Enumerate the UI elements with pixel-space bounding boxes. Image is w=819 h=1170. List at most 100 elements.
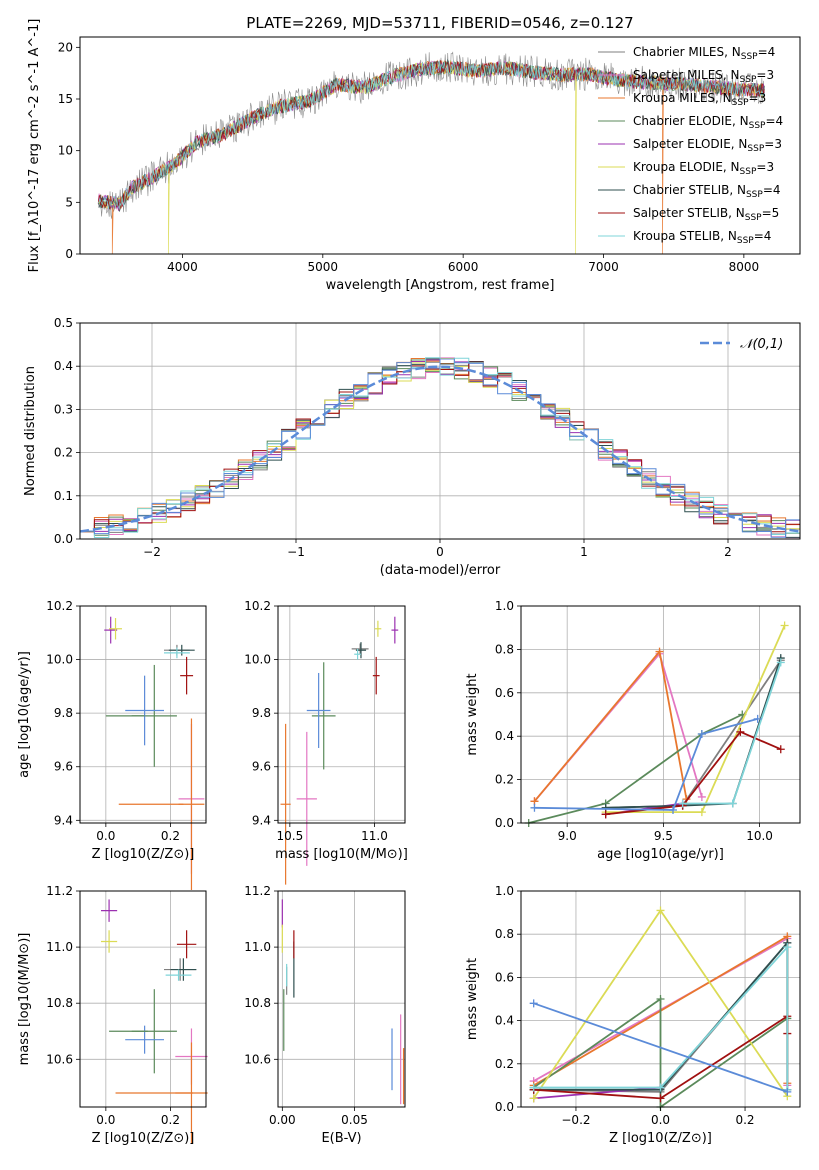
x-tick-label: 4000 <box>167 260 198 274</box>
axes-frame <box>277 890 406 1108</box>
x-axis-label: Z [log10(Z/Z⊙)] <box>92 847 195 862</box>
y-tick-label: 1.0 <box>495 599 514 613</box>
axes-mass-ebv: 0.00 0.05 10.6 10.8 11.0 11.2 E(B-V) <box>244 884 406 1146</box>
plot-area-mass-ebv <box>281 899 405 1105</box>
legend-count: =3 <box>749 91 767 105</box>
plot-area-residuals <box>79 357 801 539</box>
x-tick-label: 7000 <box>588 260 619 274</box>
y-tick-label: 9.4 <box>54 813 73 827</box>
x-tick-label: 0.0 <box>96 1113 115 1127</box>
x-axis-label: Z [log10(Z/Z⊙)] <box>92 1131 195 1146</box>
legend-count: =4 <box>765 114 783 128</box>
x-tick-label: 0.00 <box>269 1113 296 1127</box>
x-tick-label: 0.2 <box>161 829 180 843</box>
axes-frame <box>277 605 406 824</box>
legend-label: Kroupa STELIB, NSSP=4 <box>633 229 771 246</box>
y-tick-label: 0.4 <box>54 359 73 373</box>
legend-sub: SSP <box>740 167 757 177</box>
y-tick-label: 0.0 <box>495 1100 514 1114</box>
y-tick-label: 0.0 <box>54 532 73 546</box>
y-tick-label: 10 <box>58 144 73 158</box>
y-tick-label: 10.0 <box>244 653 271 667</box>
weight-line <box>605 730 782 816</box>
y-tick-label: 0 <box>65 247 73 261</box>
y-tick-label: 10.2 <box>244 599 271 613</box>
y-tick-label: 5 <box>65 195 73 209</box>
y-tick-label: 9.8 <box>252 706 271 720</box>
x-axis-label: (data-model)/error <box>380 563 501 578</box>
weight-line <box>528 713 743 824</box>
weight-marker <box>678 799 687 808</box>
weight-marker <box>656 995 665 1003</box>
y-tick-label: 0.4 <box>495 729 514 743</box>
x-tick-label: 8000 <box>729 260 760 274</box>
weight-marker <box>776 745 785 754</box>
histogram-step <box>80 358 800 538</box>
legend-sub: SSP <box>746 190 763 200</box>
axes-mass-metal: 0.0 0.2 10.6 10.8 11.0 11.2 Z [log10(Z/Z⊙)] mas… <box>17 884 208 1146</box>
x-tick-label: 0 <box>436 545 444 559</box>
weight-marker <box>529 1094 538 1103</box>
legend-sub: SSP <box>737 236 754 246</box>
axes-frame <box>79 890 207 1108</box>
x-axis-label: mass [log10(M/M⊙)] <box>275 847 408 862</box>
weight-marker <box>529 1083 538 1092</box>
axes-weight-age: 9.0 9.5 10.0 0.0 0.2 0.4 0.6 0.8 1.0 age [log10(a… <box>465 599 801 862</box>
plot-area-weight-metal <box>529 906 792 1111</box>
legend-count: =4 <box>758 45 776 59</box>
plot-area-age-mass <box>280 616 399 885</box>
legend-sub: SSP <box>749 121 766 131</box>
x-tick-label: 9.5 <box>654 829 673 843</box>
legend-count: =4 <box>754 229 772 243</box>
x-tick-label: 0.0 <box>96 829 115 843</box>
axes-age-metal: 0.0 0.2 9.4 9.6 9.8 10.0 10.2 Z [log10(Z/Z⊙)] ag… <box>17 599 207 890</box>
weight-marker <box>780 621 789 630</box>
legend-sub: SSP <box>740 75 757 85</box>
weight-marker <box>783 1087 792 1096</box>
y-tick-label: 15 <box>58 92 73 106</box>
weight-marker <box>669 805 678 814</box>
x-tick-label: 11.0 <box>361 829 388 843</box>
y-tick-label: 11.2 <box>244 884 271 898</box>
legend-label: Chabrier MILES, NSSP=4 <box>633 45 775 62</box>
y-tick-label: 0.6 <box>495 686 514 700</box>
y-tick-label: 10.2 <box>46 599 73 613</box>
plot-area-age-metal <box>104 616 205 890</box>
legend-label: Salpeter ELODIE, NSSP=3 <box>633 137 782 154</box>
weight-line <box>533 651 703 802</box>
y-tick-label: 9.4 <box>252 813 271 827</box>
y-tick-label: 11.2 <box>46 884 73 898</box>
x-axis-label: Z [log10(Z/Z⊙)] <box>609 1131 712 1146</box>
x-axis-label: E(B-V) <box>321 1131 361 1146</box>
axes-spectrum: 4000 5000 6000 7000 8000 0 5 10 15 20 wavelength [… <box>27 19 801 293</box>
y-tick-label: 10.8 <box>46 996 73 1010</box>
legend-label: 𝒩(0,1) <box>740 337 783 352</box>
y-axis-label: Normed distribution <box>23 366 38 496</box>
y-tick-label: 11.0 <box>46 940 73 954</box>
y-axis-label: mass [log10(M/M⊙)] <box>17 933 32 1066</box>
x-tick-label: 10.0 <box>746 829 773 843</box>
legend-count: =3 <box>764 137 782 151</box>
legend-sub: SSP <box>745 213 762 223</box>
y-tick-label: 0.8 <box>495 927 514 941</box>
weight-marker <box>655 647 664 656</box>
x-tick-label: 1 <box>580 545 588 559</box>
plot-area-weight-age <box>524 621 789 827</box>
axes-residuals: −2 −1 0 1 2 0.0 0.1 0.2 0.3 0.4 0.5 (data-model)/er… <box>23 316 801 578</box>
y-tick-label: 0.5 <box>54 316 73 330</box>
axes-frame <box>79 322 801 540</box>
y-tick-label: 0.2 <box>495 1057 514 1071</box>
legend-label: Salpeter MILES, NSSP=3 <box>633 68 774 85</box>
weight-marker <box>736 727 745 736</box>
weight-marker <box>656 1083 665 1092</box>
legend-sub: SSP <box>732 98 749 108</box>
axes-age-mass: 10.5 11.0 9.4 9.6 9.8 10.0 10.2 mass [log10(M/M… <box>244 599 408 885</box>
plot-area-mass-metal <box>101 899 208 1144</box>
weight-marker <box>728 799 737 808</box>
x-tick-label: −0.2 <box>561 1113 590 1127</box>
y-axis-label: mass weight <box>465 673 480 755</box>
figure-title: PLATE=2269, MJD=53711, FIBERID=0546, z=0… <box>246 14 633 32</box>
y-tick-label: 0.0 <box>495 816 514 830</box>
gaussian-curve <box>79 365 801 533</box>
